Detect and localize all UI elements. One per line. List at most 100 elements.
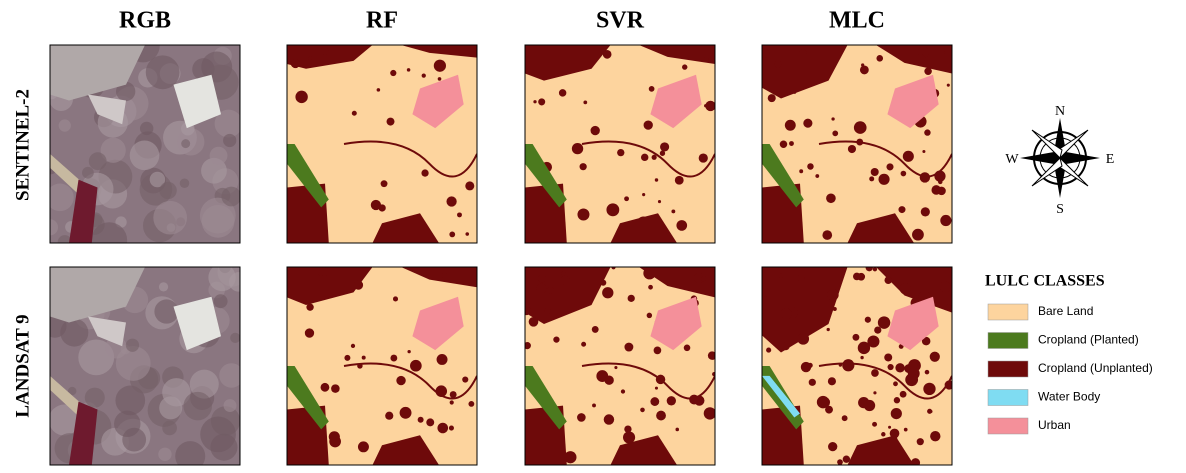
map-content [43, 257, 248, 468]
column-header: RF [366, 8, 398, 34]
class-cropland-unplanted [895, 363, 904, 372]
class-cropland-unplanted [396, 376, 405, 385]
class-cropland-unplanted [352, 111, 357, 116]
class-cropland-unplanted [381, 180, 388, 187]
texture [200, 417, 236, 453]
class-cropland-unplanted [832, 131, 838, 137]
map-panel [43, 257, 248, 468]
class-cropland-unplanted [853, 273, 861, 281]
class-cropland-unplanted [808, 363, 813, 368]
class-cropland-unplanted [628, 295, 635, 302]
figure: RGB RF SVR MLC SENTINEL-2 LANDSAT 9 N S … [0, 0, 1186, 468]
class-cropland-unplanted [640, 408, 645, 413]
class-cropland-unplanted [947, 84, 950, 87]
compass-north: N [1055, 104, 1065, 119]
class-cropland-unplanted [642, 193, 645, 196]
map-panel [758, 45, 952, 243]
class-cropland-unplanted [917, 438, 924, 445]
class-cropland-unplanted [385, 412, 393, 420]
class-cropland-unplanted [874, 326, 881, 333]
class-cropland-unplanted [833, 307, 837, 311]
class-cropland-unplanted [577, 209, 589, 221]
class-cropland-unplanted [604, 376, 613, 385]
class-cropland-unplanted [538, 98, 545, 105]
texture [230, 333, 240, 343]
legend-swatch [988, 304, 1028, 320]
map-panel [287, 267, 477, 466]
class-cropland-unplanted [390, 70, 396, 76]
class-cropland-unplanted [884, 353, 892, 361]
class-cropland-unplanted [922, 150, 925, 153]
class-cropland-unplanted [295, 91, 307, 103]
class-cropland-unplanted [900, 391, 907, 398]
class-cropland-unplanted [667, 396, 676, 405]
texture [60, 319, 88, 347]
class-cropland-unplanted [912, 229, 924, 241]
class-cropland-unplanted [886, 163, 893, 170]
class-cropland-unplanted [344, 355, 350, 361]
map-panel [759, 264, 954, 467]
class-cropland-unplanted [422, 73, 426, 77]
class-cropland-unplanted [675, 428, 679, 432]
class-cropland-unplanted [305, 328, 314, 337]
class-cropland-unplanted [358, 441, 369, 452]
map-content [281, 45, 477, 243]
class-cropland-unplanted [449, 232, 455, 238]
class-cropland-unplanted [572, 143, 583, 154]
class-cropland-unplanted [529, 317, 539, 327]
class-cropland-unplanted [450, 400, 454, 404]
map-panel [42, 29, 242, 258]
class-cropland-unplanted [450, 391, 457, 398]
texture [210, 147, 228, 165]
class-cropland-unplanted [854, 121, 867, 134]
texture [221, 187, 241, 207]
class-cropland-unplanted [603, 50, 612, 59]
class-cropland-unplanted [807, 163, 814, 170]
class-cropland-unplanted [647, 313, 652, 318]
texture [153, 201, 187, 235]
class-cropland-unplanted [617, 149, 624, 156]
class-cropland-unplanted [671, 209, 675, 213]
class-cropland-unplanted [650, 397, 659, 406]
class-cropland-unplanted [921, 207, 930, 216]
class-cropland-unplanted [602, 287, 613, 298]
legend: Bare LandCropland (Planted)Cropland (Unp… [988, 304, 1153, 434]
class-cropland-unplanted [871, 168, 879, 176]
compass-west: W [1005, 152, 1019, 167]
class-cropland-unplanted [878, 316, 890, 328]
class-cropland-unplanted [351, 344, 355, 348]
class-cropland-unplanted [580, 163, 587, 170]
column-header: RGB [119, 8, 171, 34]
class-cropland-unplanted [407, 350, 410, 353]
class-cropland-unplanted [827, 289, 839, 301]
class-cropland-unplanted [704, 407, 716, 419]
legend-label: Water Body [1038, 390, 1100, 404]
class-cropland-unplanted [641, 154, 648, 161]
class-cropland-unplanted [866, 264, 873, 271]
class-cropland-unplanted [916, 54, 925, 63]
class-cropland-unplanted [291, 59, 300, 68]
class-cropland-unplanted [652, 155, 657, 160]
class-cropland-unplanted [704, 57, 709, 62]
class-cropland-unplanted [828, 377, 836, 385]
class-cropland-unplanted [577, 413, 586, 422]
class-cropland-unplanted [592, 326, 599, 333]
legend-title: LULC CLASSES [985, 273, 1105, 290]
map-content [42, 29, 242, 258]
class-cropland-unplanted [371, 200, 381, 210]
class-cropland-unplanted [827, 328, 830, 331]
class-cropland-unplanted [438, 77, 442, 81]
class-cropland-unplanted [797, 333, 809, 345]
class-cropland-unplanted [655, 387, 658, 390]
class-cropland-unplanted [817, 396, 829, 408]
class-cropland-unplanted [442, 273, 447, 278]
class-cropland-unplanted [654, 347, 662, 355]
class-cropland-unplanted [591, 126, 600, 135]
class-cropland-unplanted [390, 355, 397, 362]
class-cropland-unplanted [682, 64, 687, 69]
map-content [522, 265, 717, 465]
class-cropland-unplanted [561, 276, 570, 285]
class-cropland-unplanted [306, 303, 313, 310]
class-cropland-unplanted [321, 383, 330, 392]
class-cropland-unplanted [799, 49, 806, 56]
